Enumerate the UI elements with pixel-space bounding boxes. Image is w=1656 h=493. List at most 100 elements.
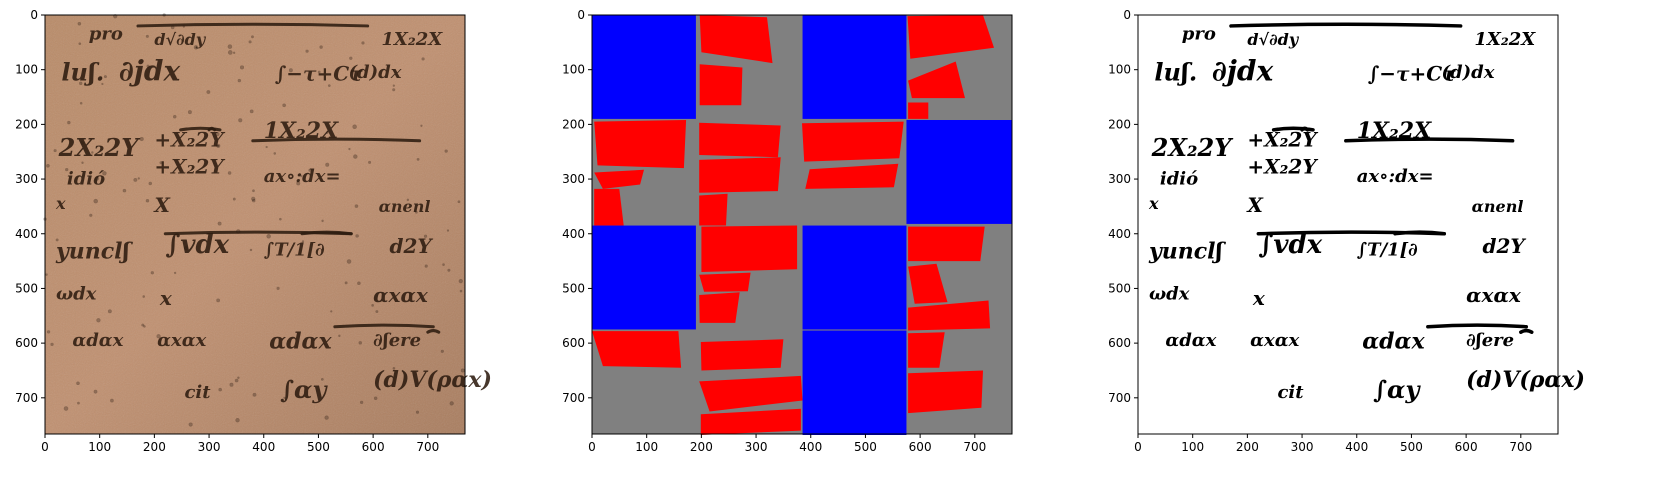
ink-speck: [406, 198, 410, 202]
ink-speck: [50, 342, 54, 347]
x-tick-label: 100: [88, 440, 111, 454]
ink-speck: [325, 131, 329, 134]
ink-speck: [53, 149, 57, 153]
ink-speck: [355, 234, 359, 238]
ink-speck: [282, 103, 286, 108]
ink-speck: [265, 145, 268, 149]
red-text-region: [802, 121, 904, 162]
ink-speck: [361, 41, 365, 45]
handwritten-word: ωdx: [56, 283, 97, 304]
ink-speck: [358, 341, 362, 345]
ink-speck: [279, 217, 282, 221]
x-tick-label: 400: [1345, 440, 1368, 454]
x-tick-label: 600: [362, 440, 385, 454]
ink-speck: [416, 157, 420, 161]
red-text-region: [699, 157, 781, 193]
strikethrough-stroke: [300, 230, 353, 236]
ink-speck: [359, 400, 364, 405]
handwritten-word: pro: [1182, 24, 1216, 45]
ink-speck: [308, 168, 312, 172]
ink-speck: [237, 376, 240, 379]
y-tick-label: 0: [1123, 8, 1131, 22]
handwritten-word: luʃ.: [61, 58, 104, 87]
ink-speck: [249, 248, 253, 252]
ink-speck: [248, 40, 252, 44]
handwritten-word: (d)dx: [349, 62, 402, 83]
ink-speck: [182, 25, 186, 28]
ink-speck: [159, 161, 163, 165]
handwritten-word: d2Y: [1483, 234, 1527, 258]
ink-speck: [145, 34, 149, 38]
ink-speck: [273, 152, 277, 155]
ink-speck: [156, 334, 161, 339]
ink-speck: [142, 295, 146, 298]
binarized-axis-ticks: 0 100 200 300 400 500 600 700 0 100 200 300 400 500 60…: [1108, 8, 1532, 454]
x-tick-label: 500: [854, 440, 877, 454]
ink-speck: [89, 213, 93, 217]
handwritten-word: d√∂dy: [1247, 30, 1299, 49]
x-tick-label: 600: [1455, 440, 1478, 454]
handwritten-word: 2X₂2Y: [1151, 133, 1235, 162]
handwritten-word: αdαx: [1362, 329, 1425, 355]
red-text-region: [699, 292, 740, 323]
y-tick-label: 100: [15, 63, 38, 77]
ink-speck: [184, 246, 188, 250]
ink-speck: [239, 65, 245, 70]
red-text-region: [594, 120, 687, 169]
handwritten-word: ∫−τ+Cτ: [1368, 62, 1456, 86]
handwritten-word: ∫T/1[∂: [264, 240, 325, 261]
ink-speck: [137, 177, 140, 180]
ink-speck: [110, 398, 114, 403]
mask-regions: [592, 15, 1012, 435]
ink-speck: [251, 198, 256, 203]
y-tick-label: 0: [577, 8, 585, 22]
ink-speck: [227, 44, 233, 49]
handwritten-word: idió: [1160, 169, 1198, 190]
ink-speck: [77, 401, 80, 405]
handwritten-word: ∫αy: [280, 375, 328, 404]
x-tick-label: 400: [252, 440, 275, 454]
ink-speck: [357, 281, 361, 286]
handwritten-word: ∫T/1[∂: [1357, 240, 1418, 261]
y-tick-label: 200: [562, 117, 585, 131]
x-tick-label: 600: [909, 440, 932, 454]
ink-speck: [150, 271, 154, 275]
strikethrough-stroke: [179, 126, 222, 132]
x-tick-label: 0: [41, 440, 49, 454]
handwritten-word: x: [1252, 286, 1266, 310]
handwritten-word: ∂ʃere: [373, 330, 421, 351]
ink-speck: [217, 221, 222, 226]
ink-speck: [457, 200, 461, 204]
ink-speck: [371, 304, 374, 307]
strikethrough-stroke: [426, 329, 441, 334]
x-tick-label: 0: [588, 440, 596, 454]
ink-speck: [143, 325, 146, 328]
ink-speck: [215, 132, 220, 137]
ink-speck: [423, 234, 428, 238]
strikethrough-stroke: [1344, 137, 1515, 143]
ink-speck: [283, 396, 286, 399]
ink-speck: [392, 88, 396, 92]
ink-speck: [300, 174, 303, 178]
ink-speck: [317, 70, 321, 74]
x-tick-label: 300: [745, 440, 768, 454]
handwritten-word: αxαx: [373, 283, 429, 307]
x-tick-label: 200: [143, 440, 166, 454]
red-text-region: [594, 188, 624, 226]
binarized-handwriting-layer: pro d√∂dy 1X₂2X luʃ. ∂jdx ∫−τ+Cτ(d)dx 2X₂2Y +X₂…: [1148, 22, 1585, 404]
binarized-background: [1138, 15, 1558, 434]
ink-speck: [266, 234, 271, 239]
ink-speck: [188, 422, 193, 427]
handwritten-word: x: [55, 194, 66, 213]
strikethrough-stroke: [1393, 230, 1446, 236]
ink-speck: [139, 136, 144, 142]
binarized-axes-frame: [1137, 14, 1559, 435]
ink-speck: [392, 367, 396, 370]
x-tick-label: 500: [1400, 440, 1423, 454]
strikethrough-stroke: [1300, 126, 1310, 132]
ink-speck: [321, 219, 324, 223]
ink-speck: [444, 149, 448, 153]
ink-speck: [330, 310, 333, 313]
y-tick-label: 100: [562, 63, 585, 77]
y-tick-label: 100: [1108, 63, 1131, 77]
